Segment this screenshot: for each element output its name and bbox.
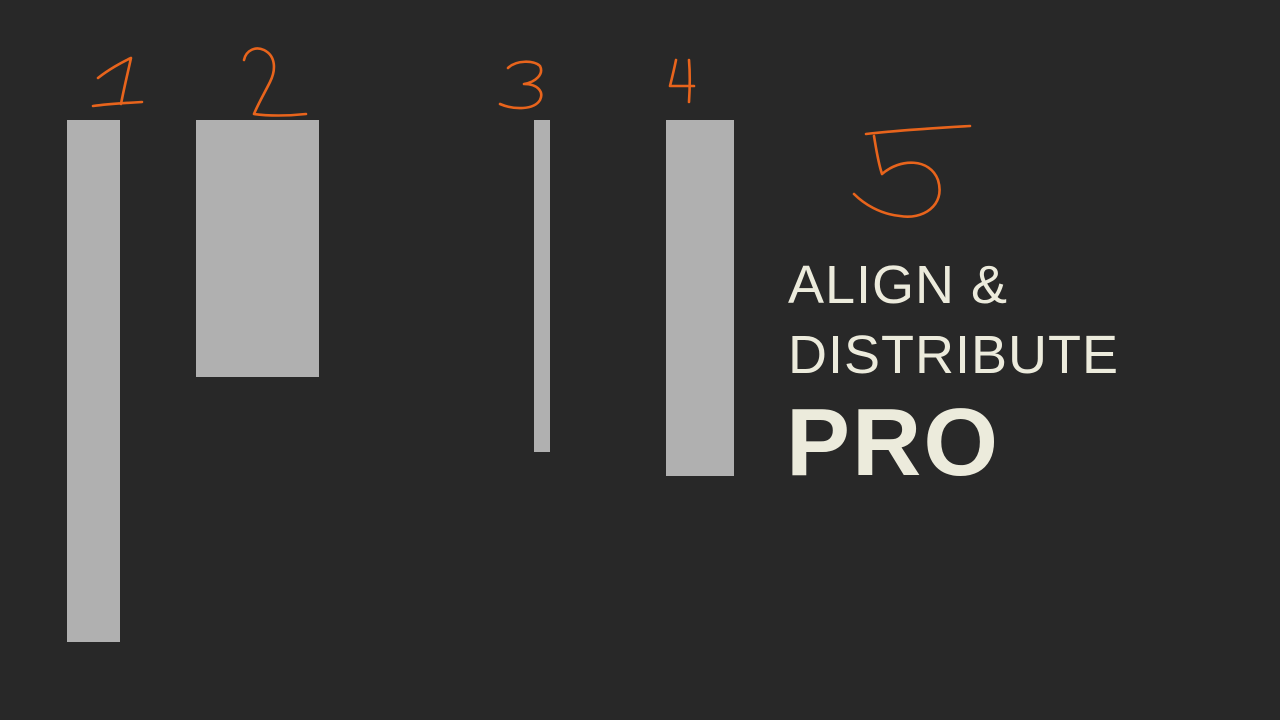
annotation-2 <box>242 47 308 117</box>
title-line-1: ALIGN & <box>788 255 1009 315</box>
rectangle-2[interactable] <box>196 120 319 377</box>
rectangle-3[interactable] <box>534 120 550 452</box>
title-pro: PRO <box>786 389 1001 496</box>
annotation-5 <box>852 124 972 218</box>
rectangle-4[interactable] <box>666 120 734 476</box>
annotation-3 <box>498 60 543 110</box>
rectangle-1[interactable] <box>67 120 120 642</box>
title-line-2: DISTRIBUTE <box>788 325 1120 385</box>
annotation-4 <box>668 58 696 104</box>
annotation-1 <box>91 56 144 108</box>
